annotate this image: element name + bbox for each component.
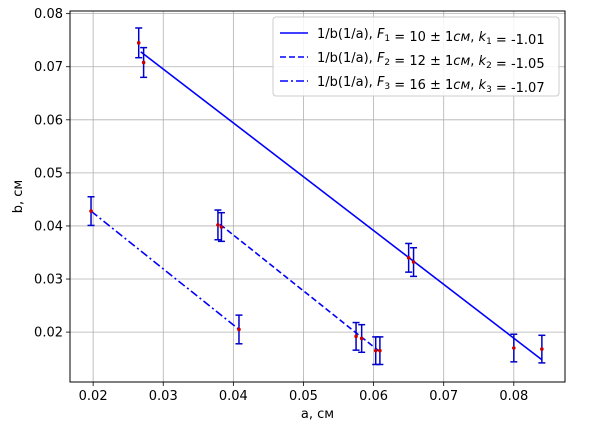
y-tick-label: 0.08 [34, 7, 63, 22]
legend-post: = 16 ± 1 [390, 78, 453, 93]
legend-entry-2: 1/b(1/a), F2 = 12 ± 1см, k2 = -1.05 [280, 51, 545, 72]
legend: 1/b(1/a), F1 = 10 ± 1см, k1 = -1.011/b(1… [272, 16, 560, 97]
data-point [214, 209, 222, 241]
x-tick-label: 0.02 [79, 389, 108, 404]
legend-sub: 1 [384, 34, 390, 44]
x-axis-label: a, см [301, 407, 334, 422]
fit-line-2 [219, 223, 379, 352]
legend-k: , k [470, 54, 486, 69]
legend-box [272, 16, 560, 97]
y-tick-label: 0.02 [34, 326, 63, 341]
point-marker [512, 346, 516, 350]
data-point [87, 196, 95, 227]
fit-lines [90, 51, 543, 361]
x-tick-label: 0.06 [359, 389, 388, 404]
data-point [405, 242, 413, 273]
data-point [376, 336, 384, 366]
point-marker [373, 348, 378, 353]
legend-k: , k [470, 78, 486, 93]
data-point [510, 333, 518, 363]
point-marker [219, 225, 224, 229]
point-marker [411, 260, 416, 264]
data-markers [87, 27, 546, 366]
legend-sub: 3 [384, 82, 390, 92]
legend-label: 1/b(1/a), F2 = 12 ± 1см, k2 = -1.05 [317, 51, 545, 72]
y-tick-label: 0.05 [34, 166, 63, 181]
fit-line-3 [90, 210, 240, 331]
point-marker [378, 348, 382, 353]
x-axis: 0.02 0.03 0.04 0.05 0.06 0.07 0.08 [79, 382, 528, 404]
x-tick-label: 0.03 [149, 389, 178, 404]
y-tick-label: 0.04 [34, 219, 63, 234]
data-point [410, 246, 418, 278]
fit-line-1 [140, 51, 543, 361]
legend-pre: 1/b(1/a), [317, 75, 377, 90]
y-axis: 0.02 0.03 0.04 0.05 0.06 0.07 0.08 [34, 7, 70, 341]
legend-unit: см [453, 30, 470, 45]
legend-sub: 2 [384, 58, 390, 68]
data-point [140, 46, 148, 79]
point-marker [540, 347, 544, 351]
point-marker [216, 223, 220, 227]
point-marker [89, 209, 93, 213]
legend-post: = 12 ± 1 [390, 54, 453, 69]
point-marker [359, 336, 364, 341]
legend-ksub: 3 [486, 85, 492, 95]
legend-pre: 1/b(1/a), [317, 27, 377, 42]
x-tick-label: 0.04 [219, 389, 248, 404]
x-tick-label: 0.07 [429, 389, 458, 404]
y-tick-label: 0.03 [34, 273, 63, 288]
legend-kval: = -1.01 [492, 33, 545, 48]
point-marker [406, 256, 411, 260]
y-tick-label: 0.06 [34, 113, 63, 128]
data-point [235, 314, 243, 345]
legend-unit: см [453, 54, 470, 69]
data-point [135, 27, 143, 59]
data-point [217, 211, 225, 243]
legend-kval: = -1.05 [492, 57, 545, 72]
plot-frame [69, 10, 566, 383]
legend-unit: см [453, 78, 470, 93]
data-point [352, 321, 360, 351]
y-axis-label: b, см [11, 180, 26, 213]
legend-pre: 1/b(1/a), [317, 51, 377, 66]
point-marker [237, 327, 241, 332]
data-point [538, 334, 546, 364]
legend-post: = 10 ± 1 [390, 30, 453, 45]
legend-k: , k [470, 30, 486, 45]
data-point [358, 323, 366, 354]
point-marker [354, 334, 358, 339]
legend-label: 1/b(1/a), F3 = 16 ± 1см, k3 = -1.07 [317, 75, 545, 96]
legend-kval: = -1.07 [492, 81, 545, 96]
legend-label: 1/b(1/a), F1 = 10 ± 1см, k1 = -1.01 [317, 27, 545, 48]
legend-entry-1: 1/b(1/a), F1 = 10 ± 1см, k1 = -1.01 [280, 27, 545, 48]
x-tick-label: 0.05 [289, 389, 318, 404]
legend-ksub: 1 [486, 37, 492, 47]
legend-ksub: 2 [486, 61, 492, 71]
legend-F: F [377, 27, 385, 42]
legend-entry-3: 1/b(1/a), F3 = 16 ± 1см, k3 = -1.07 [280, 75, 545, 96]
point-marker [136, 41, 141, 45]
point-marker [141, 60, 146, 65]
y-tick-label: 0.07 [34, 60, 63, 75]
legend-F: F [377, 51, 385, 66]
x-tick-label: 0.08 [499, 389, 528, 404]
legend-F: F [377, 75, 385, 90]
